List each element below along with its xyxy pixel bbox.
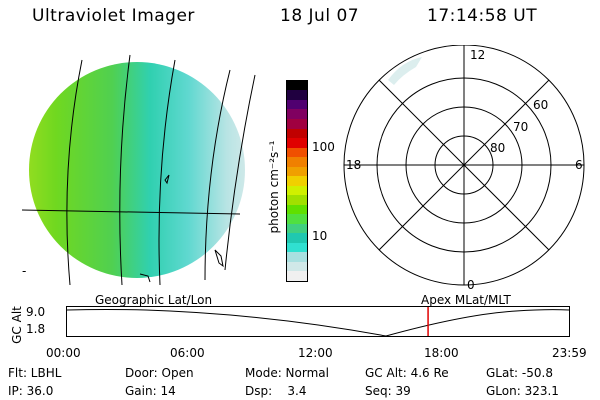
info-filter: Flt: LBHL [8,366,62,380]
colorbar-segment [287,147,307,158]
colorbar-segment [287,109,307,119]
instrument-title: Ultraviolet Imager [32,6,195,26]
colorbar-segment [287,90,307,100]
colorbar [286,80,308,282]
colorbar-segment [287,138,307,148]
colorbar-segment [287,223,307,234]
info-glon: GLon: 323.1 [486,384,559,398]
colorbar-segment [287,195,307,205]
timeline-tick-0: 00:00 [46,346,81,360]
colorbar-segment [287,261,307,272]
colorbar-segment [287,242,307,253]
geographic-label: Geographic Lat/Lon [95,293,213,307]
timeline-tick-2: 12:00 [298,346,333,360]
polar-label-18: 18 [346,158,361,172]
colorbar-segment [287,233,307,243]
info-seq: Seq: 39 [365,384,411,398]
info-gain: Gain: 14 [125,384,176,398]
colorbar-segment [287,157,307,167]
timeline-tick-1: 06:00 [170,346,205,360]
polar-label-0: 0 [467,278,475,292]
colorbar-segment [287,185,307,196]
geographic-image [21,54,256,286]
colorbar-segment [287,252,307,262]
info-door: Door: Open [125,366,194,380]
polar-lat-70: 70 [513,120,528,134]
polar-plot: 12 18 6 0 60 70 80 [343,45,585,292]
colorbar-segment [287,271,307,281]
info-mode: Mode: Normal [245,366,329,380]
timeline-tick-3: 18:00 [424,346,459,360]
timeline-tick-4: 23:59 [552,346,587,360]
colorbar-segment [287,176,307,186]
polar-lat-80: 80 [490,141,505,155]
timeline-axis-label: GC Alt [10,306,24,344]
info-ip: IP: 36.0 [8,384,54,398]
time-label: 17:14:58 UT [427,6,538,26]
colorbar-segment [287,204,307,215]
polar-label-12: 12 [470,48,485,62]
timeline-plot [66,306,570,337]
colorbar-segment [287,118,307,129]
polar-label-6: 6 [575,158,583,172]
date-label: 18 Jul 07 [280,6,360,26]
colorbar-label: photon cm⁻²s⁻¹ [267,140,281,234]
colorbar-tick-100: 100 [312,140,335,154]
colorbar-segment [287,80,307,91]
info-dsp: Dsp: 3.4 [245,384,307,398]
colorbar-segment [287,214,307,224]
polar-lat-60: 60 [533,98,548,112]
colorbar-segment [287,166,307,177]
colorbar-tick-10: 10 [312,229,328,243]
info-glat: GLat: -50.8 [486,366,553,380]
timeline-y-bottom: 1.8 [26,322,46,336]
info-gc-alt: GC Alt: 4.6 Re [365,366,449,380]
apex-label: Apex MLat/MLT [421,293,511,307]
timeline-y-top: 9.0 [26,305,46,319]
colorbar-segment [287,99,307,110]
colorbar-segment [287,128,307,139]
